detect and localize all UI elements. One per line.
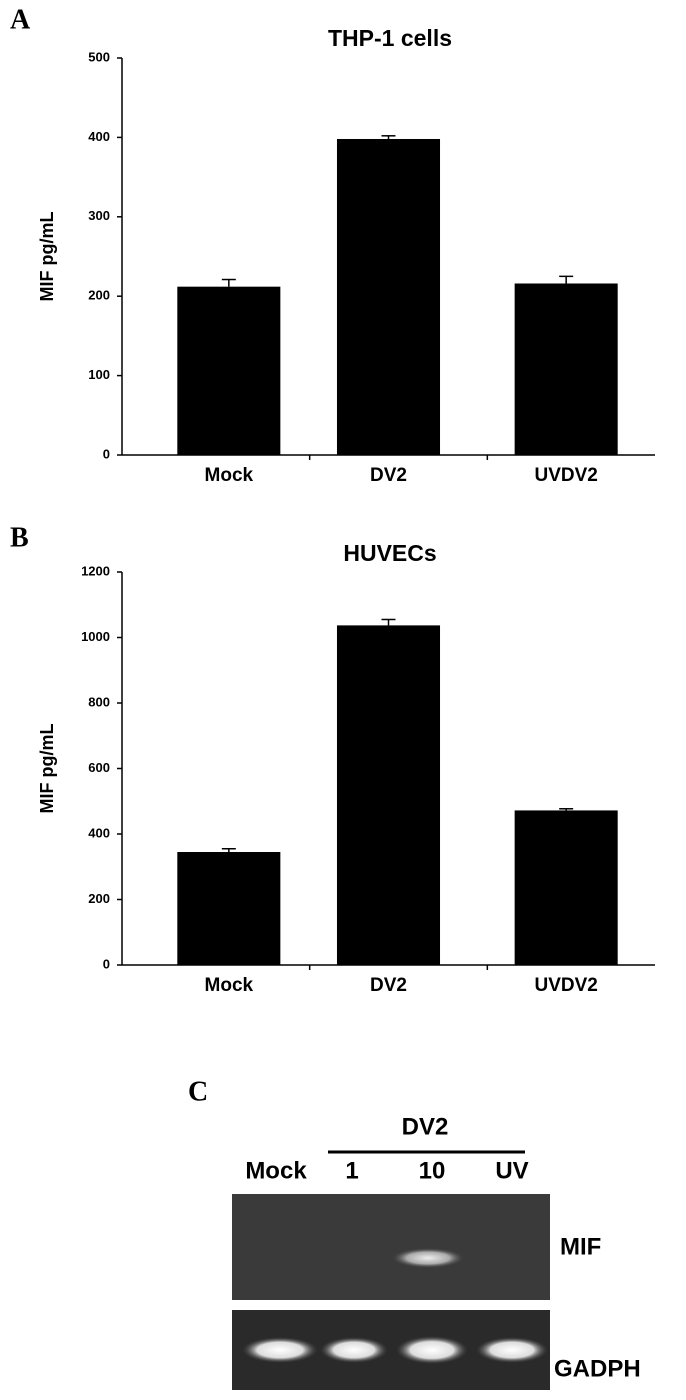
y-tick-label: 400 <box>88 129 110 144</box>
y-axis-label: MIF pg/mL <box>37 724 57 814</box>
chart-title: HUVECs <box>343 540 436 566</box>
bar <box>514 283 618 455</box>
gel-band <box>320 1337 388 1363</box>
lane-label: 10 <box>419 1157 446 1184</box>
gel-band <box>396 1336 468 1364</box>
row-label: MIF <box>560 1233 601 1260</box>
y-tick-label: 400 <box>88 825 110 840</box>
lane-label: UV <box>495 1157 528 1184</box>
y-tick-label: 600 <box>88 760 110 775</box>
row-label: GADPH <box>554 1355 641 1382</box>
bar <box>336 138 441 455</box>
x-tick-label: UVDV2 <box>534 975 597 996</box>
chart-title: THP-1 cells <box>328 25 452 51</box>
gel-band <box>392 1248 464 1268</box>
y-tick-label: 200 <box>88 288 110 303</box>
y-tick-label: 800 <box>88 694 110 709</box>
y-tick-label: 0 <box>103 446 110 461</box>
y-tick-label: 200 <box>88 891 110 906</box>
gel-image <box>232 1194 550 1300</box>
gel-group-label: DV2 <box>402 1113 449 1140</box>
y-tick-label: 100 <box>88 367 110 382</box>
panel-label: B <box>10 522 29 553</box>
panel-label: C <box>188 1076 208 1107</box>
x-tick-label: Mock <box>205 465 254 486</box>
panel-label: A <box>10 4 31 35</box>
y-tick-label: 300 <box>88 208 110 223</box>
gel-band <box>476 1337 548 1363</box>
lane-label: Mock <box>245 1157 307 1184</box>
x-tick-label: Mock <box>205 975 254 996</box>
y-tick-label: 0 <box>103 956 110 971</box>
x-tick-label: DV2 <box>370 465 407 486</box>
y-tick-label: 1000 <box>81 629 110 644</box>
gel-band <box>242 1337 318 1363</box>
y-tick-label: 500 <box>88 49 110 64</box>
x-tick-label: UVDV2 <box>534 465 597 486</box>
y-tick-label: 1200 <box>81 563 110 578</box>
lane-label: 1 <box>345 1157 358 1184</box>
bar <box>177 852 281 965</box>
gel-panel: C DV2 Mock 1 10 UV MIF GADPH <box>188 1076 641 1390</box>
bar <box>514 810 618 965</box>
x-tick-label: DV2 <box>370 975 407 996</box>
bar <box>336 625 441 965</box>
bar <box>177 286 281 455</box>
y-axis-label: MIF pg/mL <box>37 212 57 302</box>
